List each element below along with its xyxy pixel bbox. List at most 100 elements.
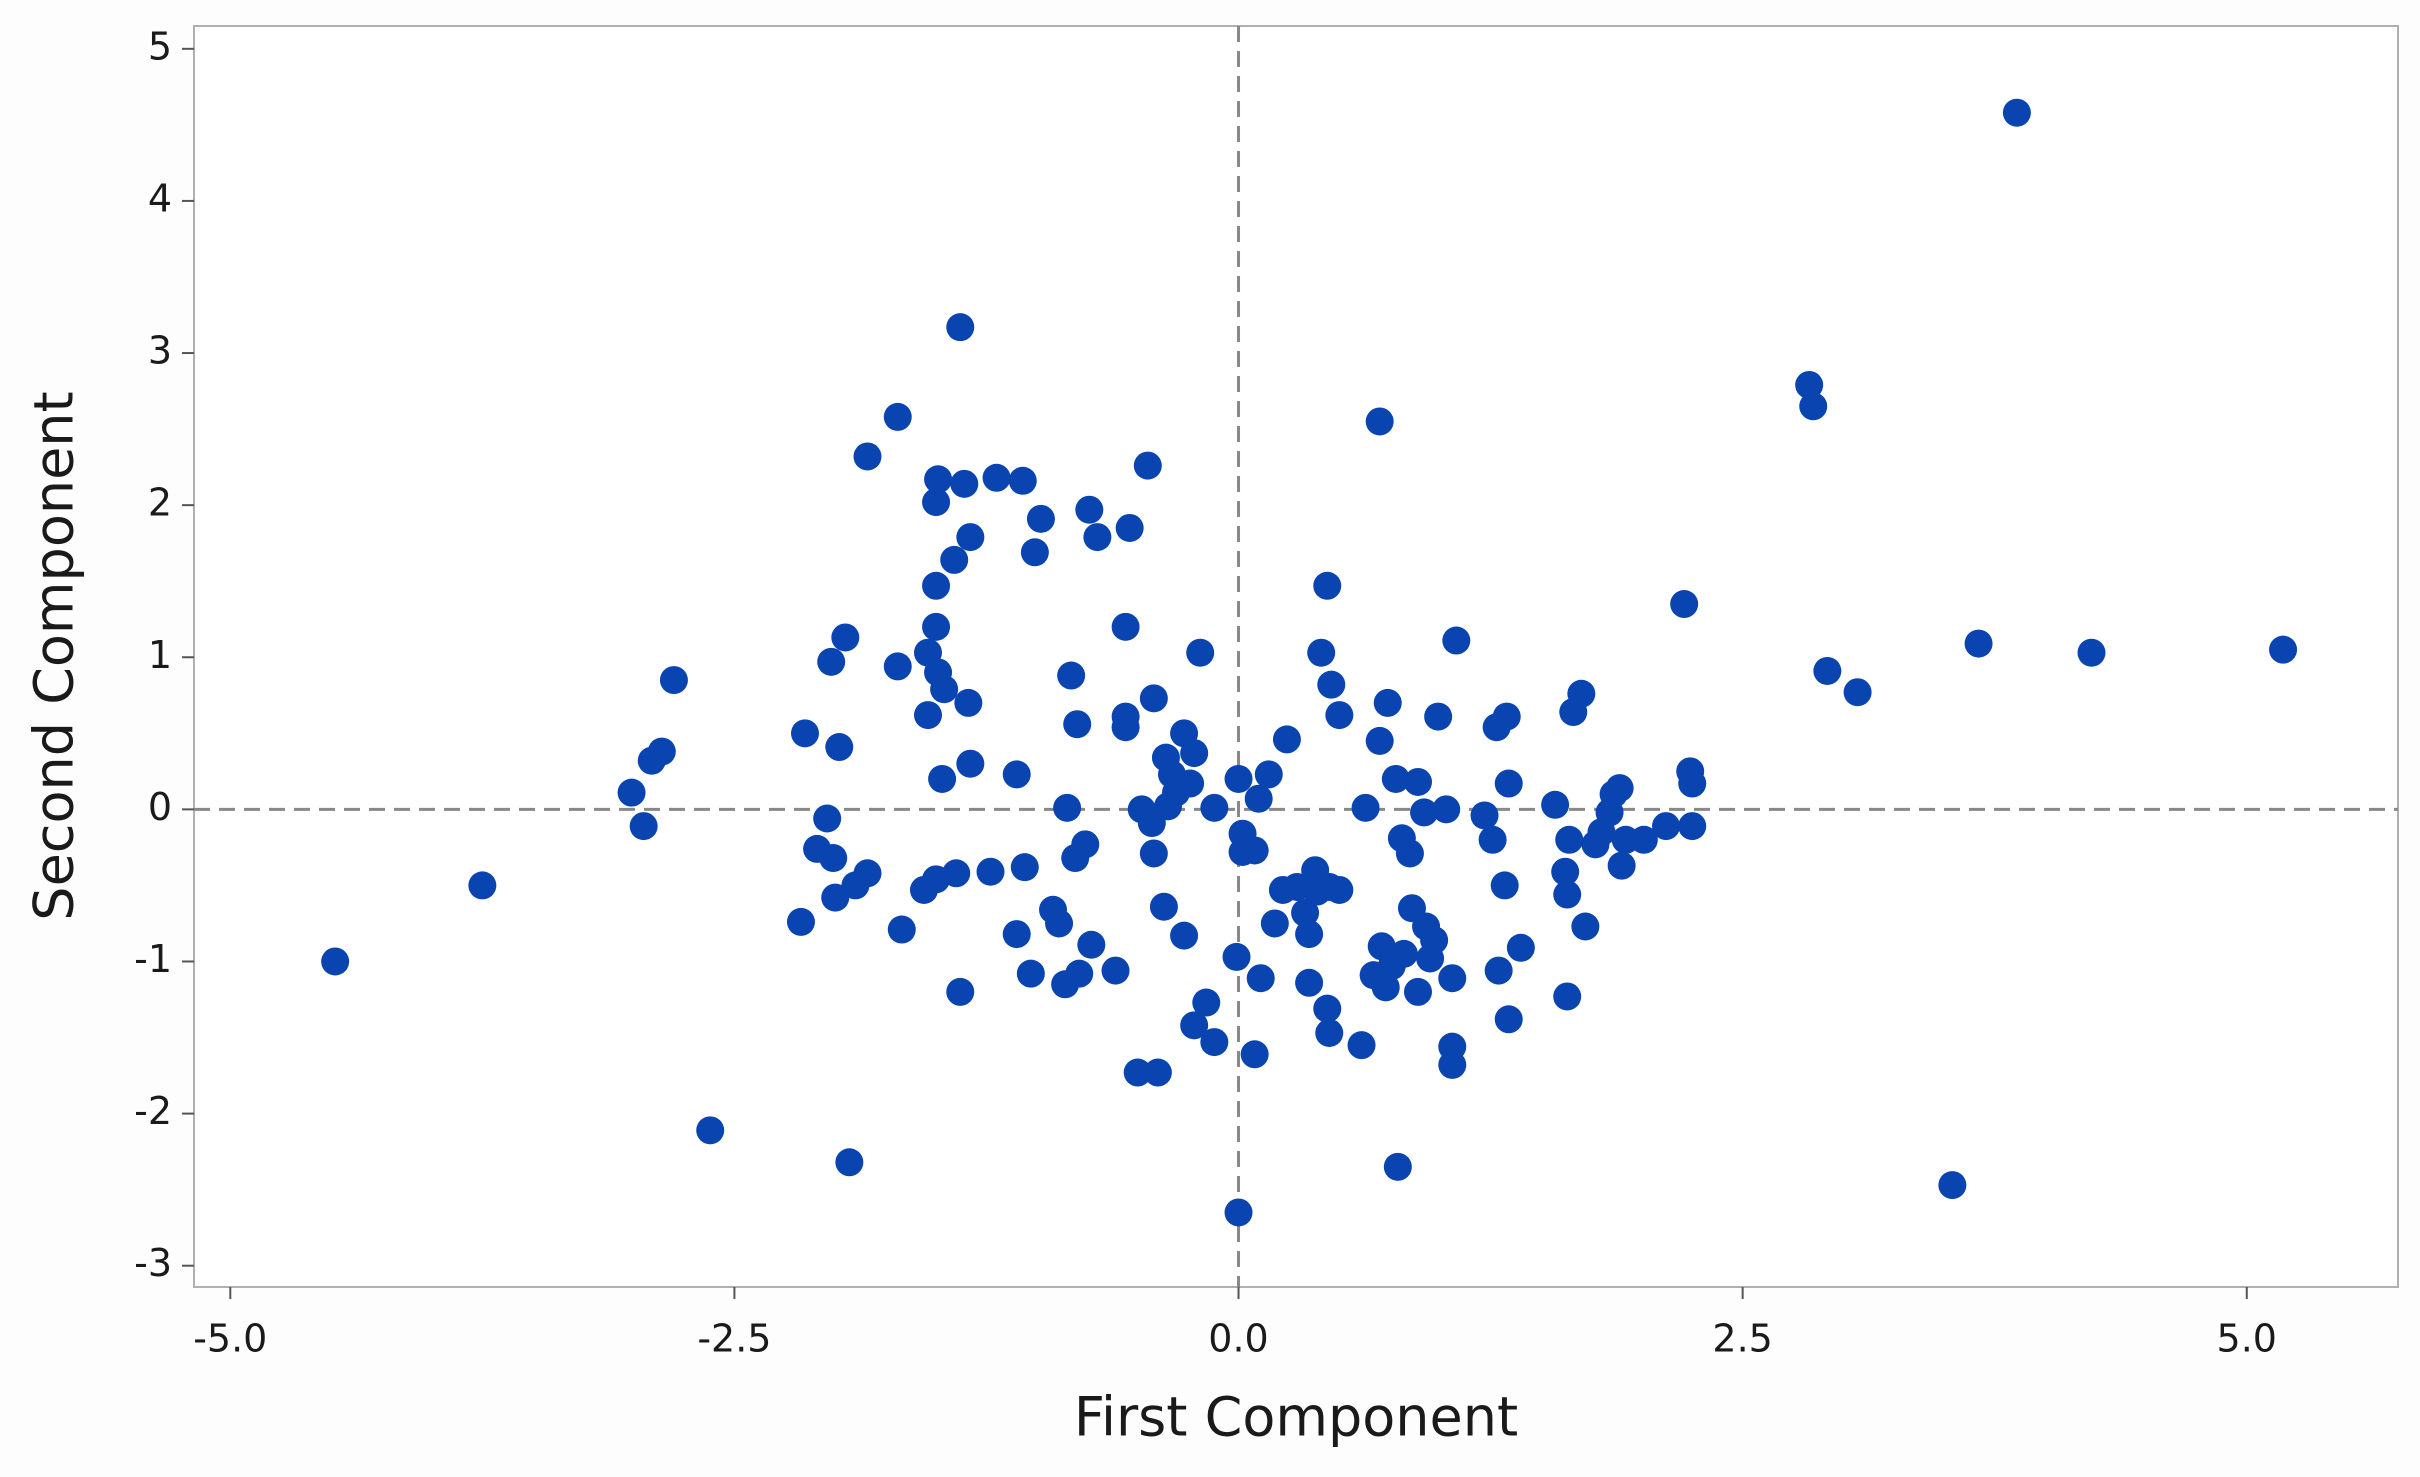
point [1222, 942, 1251, 971]
point [1492, 702, 1521, 731]
y-tick-label: 1 [148, 633, 172, 677]
y-tick-label: -1 [134, 937, 172, 981]
point [1571, 912, 1600, 941]
point [1395, 839, 1424, 868]
point [2269, 635, 2298, 664]
point [922, 612, 951, 641]
point [1351, 793, 1380, 822]
point [1240, 1040, 1269, 1069]
point [1347, 1031, 1376, 1060]
point [1313, 571, 1342, 600]
point [940, 545, 969, 574]
point [1494, 769, 1523, 798]
point [1133, 451, 1162, 480]
point [1490, 871, 1519, 900]
point [1799, 392, 1828, 421]
point [1605, 774, 1634, 803]
point [790, 719, 819, 748]
point [956, 749, 985, 778]
point [930, 675, 959, 704]
point [1295, 968, 1324, 997]
point [883, 402, 912, 431]
point [1313, 994, 1342, 1023]
point [617, 778, 646, 807]
point [1541, 790, 1570, 819]
point [1438, 1050, 1467, 1079]
point [1843, 678, 1872, 707]
point [1670, 590, 1699, 619]
x-tick-label: 5.0 [2217, 1317, 2277, 1361]
point [1246, 964, 1275, 993]
point [1026, 504, 1055, 533]
point [1115, 513, 1144, 542]
point [1254, 760, 1283, 789]
point [976, 857, 1005, 886]
point [1291, 898, 1320, 927]
point [1315, 1018, 1344, 1047]
point [913, 701, 942, 730]
point [1180, 1011, 1209, 1040]
point [835, 1148, 864, 1177]
x-tick-label: 2.5 [1712, 1317, 1772, 1361]
y-axis-title: Second Component [23, 391, 86, 920]
point [1200, 793, 1229, 822]
point [1813, 656, 1842, 685]
point [1607, 851, 1636, 880]
point [813, 804, 842, 833]
point [1053, 793, 1082, 822]
point [1373, 688, 1402, 717]
point [1317, 670, 1346, 699]
point [950, 469, 979, 498]
point [954, 688, 983, 717]
point [922, 571, 951, 600]
point [1551, 857, 1580, 886]
x-axis-title: First Component [1074, 1386, 1518, 1449]
plot-area [193, 25, 2399, 1288]
y-tick-label: -2 [134, 1089, 172, 1133]
point [922, 488, 951, 517]
point [1325, 875, 1354, 904]
point [956, 523, 985, 552]
point [1478, 825, 1507, 854]
point [1432, 795, 1461, 824]
point [1200, 1028, 1229, 1057]
point [928, 764, 957, 793]
y-tick-label: -3 [134, 1241, 172, 1285]
point [1010, 853, 1039, 882]
point [1020, 538, 1049, 567]
point [1224, 1198, 1253, 1227]
point [1008, 466, 1037, 495]
point [946, 977, 975, 1006]
point [321, 947, 350, 976]
point [821, 883, 850, 912]
x-tick-label: -5.0 [193, 1317, 267, 1361]
point [1307, 638, 1336, 667]
point [1403, 977, 1432, 1006]
point [1123, 1058, 1152, 1087]
point [1002, 760, 1031, 789]
point [1186, 638, 1215, 667]
point [853, 859, 882, 888]
point [1170, 921, 1199, 950]
point [2002, 98, 2031, 127]
point [1016, 959, 1045, 988]
point [883, 652, 912, 681]
point [468, 871, 497, 900]
point [1381, 764, 1410, 793]
y-tick-label: 4 [148, 176, 172, 220]
point [1438, 964, 1467, 993]
point [1192, 988, 1221, 1017]
point [1678, 769, 1707, 798]
y-tick-label: 0 [148, 785, 172, 829]
point [819, 844, 848, 873]
point [1065, 959, 1094, 988]
point [2077, 638, 2106, 667]
point [1143, 1058, 1172, 1087]
point [1938, 1171, 1967, 1200]
point [1224, 764, 1253, 793]
point [853, 442, 882, 471]
point [1484, 956, 1513, 985]
point [1139, 839, 1168, 868]
point [1567, 679, 1596, 708]
